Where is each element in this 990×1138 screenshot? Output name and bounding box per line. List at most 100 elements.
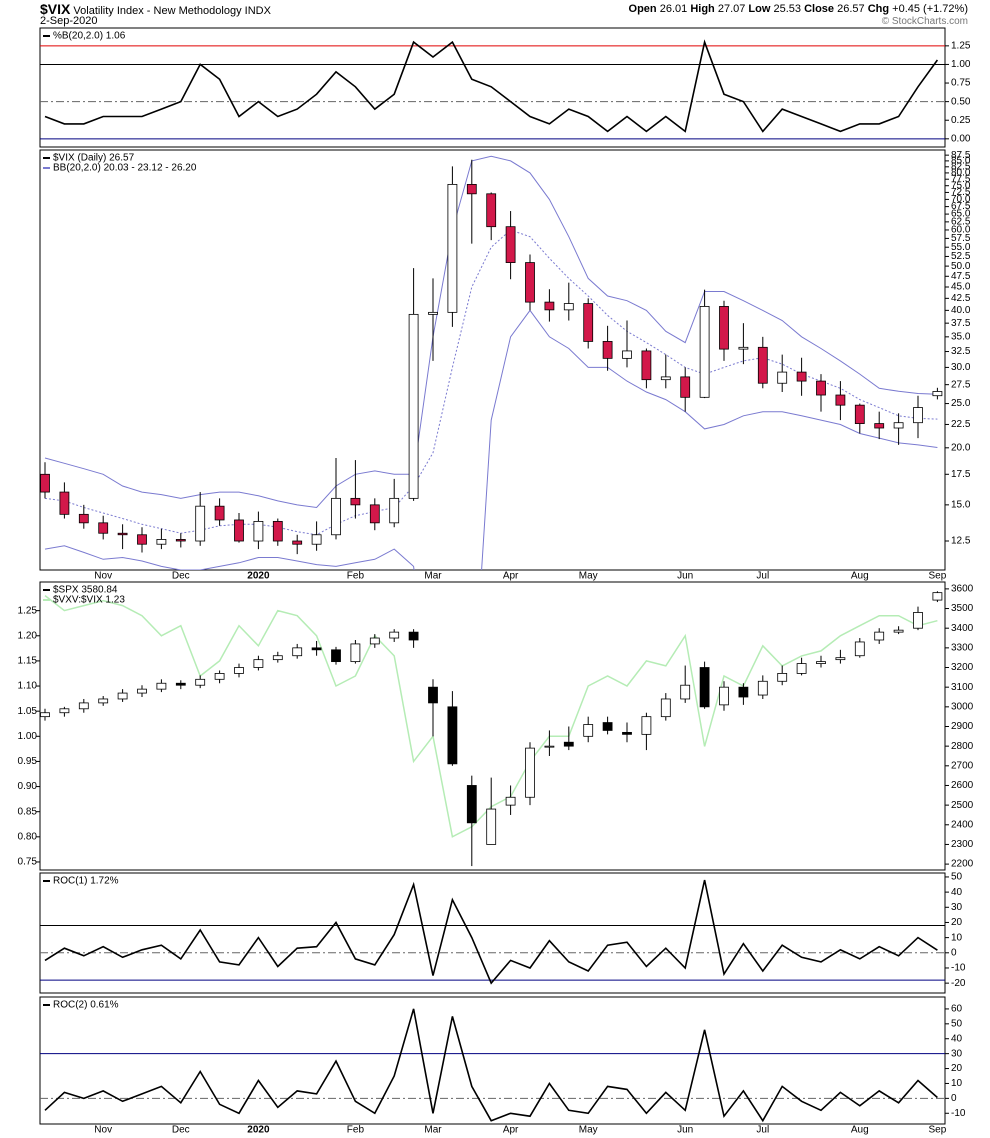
x-tick-label: Apr (503, 1125, 519, 1136)
y-tick-label: 10 (951, 932, 963, 943)
y-tick-label: 20 (951, 1063, 963, 1074)
candle-body (854, 404, 865, 424)
y-tick-label: 3600 (951, 584, 974, 595)
candle-body (816, 661, 826, 664)
y-tick-label: 25.0 (951, 398, 971, 409)
y-tick-label: 70.0 (951, 194, 971, 205)
y-tick-label: 1.00 (951, 59, 971, 70)
quote-label: Close (804, 3, 835, 15)
y-tick-label: 35.0 (951, 331, 971, 342)
y-tick-label: 52.5 (951, 251, 971, 262)
candle-body (78, 513, 89, 524)
x-tick-label: Sep (929, 1125, 947, 1136)
y-tick-label: 85.0 (951, 156, 971, 167)
candle-body (331, 497, 341, 536)
candle-body (408, 313, 419, 499)
candle-body (525, 747, 535, 798)
candle-body (738, 686, 749, 698)
y2-tick-label: 1.00 (18, 731, 38, 742)
panel-frame (39, 996, 946, 1125)
quote-value: 27.07 (717, 3, 746, 15)
candle-body (234, 667, 244, 674)
quote-value: 26.57 (837, 3, 865, 15)
x-tick-label: Dec (172, 1125, 190, 1136)
legend-entry: BB(20,2.0) 20.03 - 23.12 - 26.20 (53, 163, 197, 174)
candle-body (369, 637, 380, 645)
candle-body (835, 394, 846, 406)
y-tick-label: 80.0 (951, 168, 971, 179)
candle-body (428, 311, 438, 315)
y-tick-label: 60.0 (951, 225, 971, 236)
y-tick-label: 65.0 (951, 209, 971, 220)
y-tick-label: -20 (951, 978, 966, 989)
y2-tick-label: 1.10 (18, 681, 38, 692)
candle-body (563, 303, 574, 311)
credit: © StockCharts.com (881, 16, 968, 27)
x-tick-label: Nov (94, 571, 112, 582)
index-name: Volatility Index - New Methodology (73, 5, 242, 17)
y-tick-label: 0.50 (951, 96, 971, 107)
y-tick-label: 3100 (951, 682, 974, 693)
plot-area (40, 879, 945, 985)
candle-body (505, 226, 516, 263)
candle-body (78, 702, 89, 710)
legend-entry: %B(20,2.0) 1.06 (53, 31, 126, 42)
y-tick-label: 0.00 (951, 133, 971, 144)
y-tick-label: 22.5 (951, 419, 971, 430)
candle-body (156, 682, 167, 690)
candle-body (350, 643, 361, 663)
y-tick-label: 2200 (951, 859, 974, 870)
candle-body (660, 698, 671, 718)
quote-label: Open (628, 3, 657, 15)
candle-body (486, 193, 497, 228)
y-tick-label: 30 (951, 1048, 963, 1059)
y-tick-label: 50 (951, 1018, 963, 1029)
x-tick-label: Mar (424, 571, 442, 582)
candle-body (660, 376, 671, 381)
x-tick-label: May (579, 1125, 598, 1136)
candle-body (428, 686, 438, 704)
y2-tick-label: 0.90 (18, 781, 38, 792)
plot-area (40, 1008, 945, 1123)
candle-body (59, 708, 70, 714)
candle-body (680, 376, 691, 398)
y-tick-label: 3400 (951, 623, 974, 634)
y-tick-label: 1.25 (951, 40, 971, 51)
candle-body (311, 647, 322, 651)
candle-body (137, 534, 147, 545)
candle-body (466, 785, 477, 824)
y-tick-label: 20.0 (951, 442, 971, 453)
x-tick-label: Jul (756, 1125, 769, 1136)
y-tick-label: 37.5 (951, 318, 971, 329)
y-tick-label: 0 (951, 947, 957, 958)
y-tick-label: 2800 (951, 741, 974, 752)
y-tick-label: 40.0 (951, 305, 971, 316)
candle-body (874, 423, 885, 429)
x-tick-label: Dec (172, 571, 190, 582)
candle-body (214, 673, 225, 680)
x-tick-label: Feb (347, 571, 365, 582)
candle-body (234, 519, 244, 542)
y-tick-label: 82.5 (951, 161, 971, 172)
candle-body (583, 303, 594, 342)
x-tick-label: Jun (677, 571, 693, 582)
candle-body (932, 391, 943, 397)
candle-body (777, 371, 788, 384)
y-tick-label: 0.75 (951, 78, 971, 89)
candle-body (272, 520, 283, 542)
y-tick-label: 50 (951, 872, 963, 883)
y-tick-label: 12.5 (951, 536, 971, 547)
candle-body (835, 657, 846, 661)
y-tick-label: 2400 (951, 819, 974, 830)
x-tick-label: May (579, 571, 598, 582)
candle-body (796, 663, 807, 674)
x-tick-label: Jun (677, 1125, 693, 1136)
y2-tick-label: 0.75 (18, 857, 38, 868)
y-tick-label: 50.0 (951, 261, 971, 272)
candle-body (932, 592, 943, 601)
y2-tick-label: 0.85 (18, 806, 38, 817)
quote-label: Low (748, 3, 771, 15)
quote: Open 26.01 High 27.07 Low 25.53 Close 26… (629, 3, 968, 15)
y-tick-label: 77.5 (951, 174, 971, 185)
